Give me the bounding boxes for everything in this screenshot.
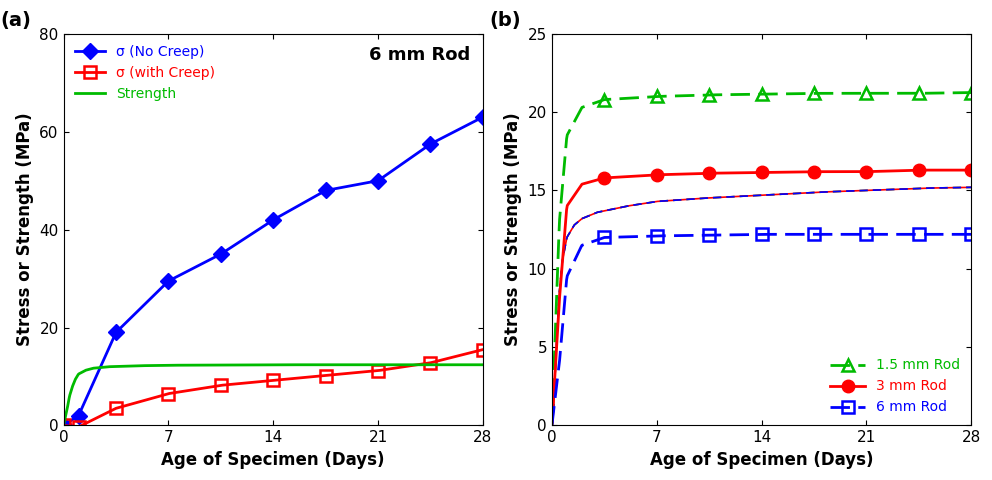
Y-axis label: Stress or Strength (MPa): Stress or Strength (MPa) — [504, 113, 522, 347]
Text: 6 mm Rod: 6 mm Rod — [369, 46, 470, 63]
Legend: σ (No Creep), σ (with Creep), Strength: σ (No Creep), σ (with Creep), Strength — [70, 41, 219, 105]
Text: (a): (a) — [1, 11, 32, 30]
X-axis label: Age of Specimen (Days): Age of Specimen (Days) — [650, 451, 873, 469]
Text: (b): (b) — [489, 11, 521, 30]
Y-axis label: Stress or Strength (MPa): Stress or Strength (MPa) — [16, 113, 34, 347]
Legend: 1.5 mm Rod, 3 mm Rod, 6 mm Rod: 1.5 mm Rod, 3 mm Rod, 6 mm Rod — [826, 354, 964, 419]
X-axis label: Age of Specimen (Days): Age of Specimen (Days) — [162, 451, 385, 469]
